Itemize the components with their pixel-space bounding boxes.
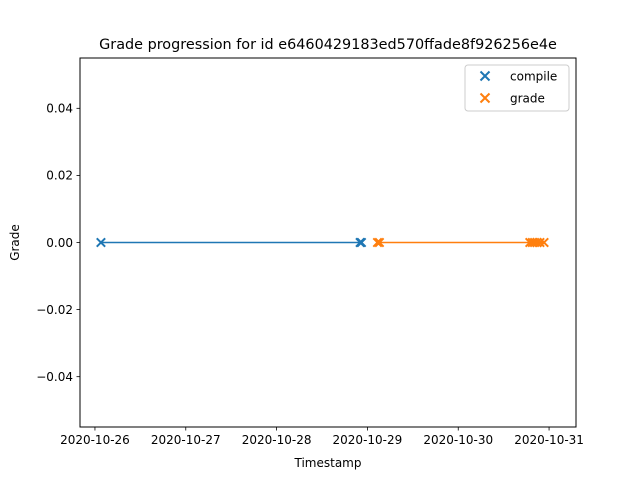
data-point-grade [374,237,385,248]
legend-marker-grade [479,92,491,104]
legend-label-compile: compile [510,69,557,83]
y-axis: 0.04 0.02 0.00 −0.02 −0.04 [36,102,80,384]
y-tick-label: −0.04 [36,370,73,384]
series-grade [372,237,549,248]
y-tick-label: 0.02 [46,169,73,183]
x-tick-label: 2020-10-26 [60,433,130,447]
x-tick-label: 2020-10-31 [514,433,584,447]
x-tick-label: 2020-10-29 [333,433,403,447]
chart-title: Grade progression for id e6460429183ed57… [99,37,557,53]
legend-box [464,64,570,112]
legend-label-grade: grade [510,91,545,105]
data-point-grade [539,237,549,248]
y-tick-label: 0.04 [46,102,73,116]
legend: compile grade [464,64,570,112]
data-point-compile [96,237,106,248]
series-compile [96,237,367,248]
x-tick-label: 2020-10-27 [151,433,221,447]
series-layer [96,237,549,248]
data-point-compile [356,237,367,248]
x-tick-label: 2020-10-28 [242,433,312,447]
x-axis-label: Timestamp [294,456,362,470]
x-tick-label: 2020-10-30 [423,433,493,447]
data-point-grade [535,237,545,248]
x-axis: 2020-10-26 2020-10-27 2020-10-28 2020-10-29… [60,427,584,447]
data-point-grade [372,237,383,248]
y-tick-label: 0.00 [46,236,73,250]
y-axis-label: Grade [8,224,22,261]
y-tick-label: −0.02 [36,303,73,317]
legend-marker-compile [479,70,491,82]
